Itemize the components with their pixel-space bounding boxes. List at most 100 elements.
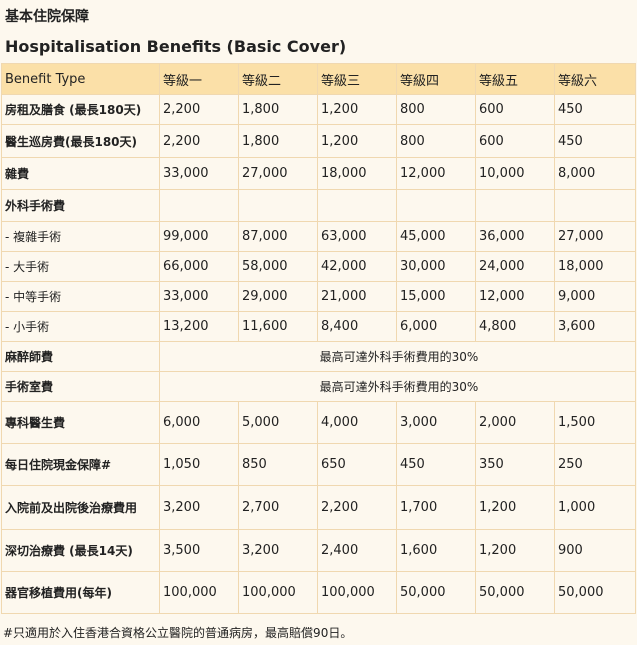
table-cell [159, 189, 239, 222]
table-cell: 800 [396, 124, 476, 158]
table-cell: 33,000 [159, 281, 239, 312]
table-cell: 21,000 [317, 281, 397, 312]
table-cell: 1,050 [159, 443, 239, 486]
table-cell: 3,000 [396, 401, 476, 444]
table-cell: 600 [475, 94, 555, 125]
table-cell: 6,000 [159, 401, 239, 444]
table-cell: 2,200 [317, 485, 397, 530]
table-header-row: Benefit Type 等級一 等級二 等級三 等級四 等級五 等級六 [1, 63, 636, 95]
header-level-5: 等級五 [475, 63, 555, 95]
table-cell: 2,200 [159, 94, 239, 125]
header-level-3: 等級三 [317, 63, 397, 95]
row-label: - 大手術 [1, 251, 160, 282]
row-label: 麻醉師費 [1, 341, 160, 372]
table-cell: 13,200 [159, 311, 239, 342]
table-cell [554, 189, 636, 222]
table-cell: 1,600 [396, 529, 476, 572]
table-cell: 800 [396, 94, 476, 125]
table-cell: 42,000 [317, 251, 397, 282]
table-row: 器官移植費用(每年) 100,000 100,000 100,000 50,000 50,… [1, 571, 636, 614]
row-label: 深切治療費 (最長14天) [1, 529, 160, 572]
table-cell: 99,000 [159, 221, 239, 252]
table-row: - 小手術 13,200 11,600 8,400 6,000 4,800 3,600 [1, 311, 636, 342]
page-title-zh: 基本住院保障 [5, 9, 89, 25]
header-level-2: 等級二 [238, 63, 318, 95]
table-cell: 650 [317, 443, 397, 486]
table-row: 醫生巡房費(最長180天) 2,200 1,800 1,200 800 600 450 [1, 124, 636, 158]
row-label: - 複雜手術 [1, 221, 160, 252]
row-label: 專科醫生費 [1, 401, 160, 444]
table-cell: 1,200 [317, 94, 397, 125]
table-cell: 250 [554, 443, 636, 486]
header-level-1: 等級一 [159, 63, 239, 95]
table-row: 每日住院現金保障# 1,050 850 650 450 350 250 [1, 443, 636, 486]
table-row: 房租及膳食 (最長180天) 2,200 1,800 1,200 800 600 450 [1, 94, 636, 125]
table-row: - 複雜手術 99,000 87,000 63,000 45,000 36,000 27,0… [1, 221, 636, 252]
table-cell: 66,000 [159, 251, 239, 282]
table-cell: 27,000 [554, 221, 636, 252]
table-cell: 1,200 [317, 124, 397, 158]
table-cell: 87,000 [238, 221, 318, 252]
table-cell [317, 189, 397, 222]
benefits-table: Benefit Type 等級一 等級二 等級三 等級四 等級五 等級六 房租及… [1, 63, 636, 614]
table-cell: 24,000 [475, 251, 555, 282]
table-cell: 10,000 [475, 157, 555, 190]
table-row: 深切治療費 (最長14天) 3,500 3,200 2,400 1,600 1,200 90… [1, 529, 636, 572]
table-cell: 36,000 [475, 221, 555, 252]
table-row: 雜費 33,000 27,000 18,000 12,000 10,000 8,000 [1, 157, 636, 190]
row-label: 每日住院現金保障# [1, 443, 160, 486]
table-cell: 30,000 [396, 251, 476, 282]
table-cell: 1,200 [475, 529, 555, 572]
row-label: - 中等手術 [1, 281, 160, 312]
row-label: 雜費 [1, 157, 160, 190]
table-cell [396, 189, 476, 222]
table-cell: 100,000 [317, 571, 397, 614]
table-cell: 1,800 [238, 124, 318, 158]
table-cell: 2,400 [317, 529, 397, 572]
table-cell: 5,000 [238, 401, 318, 444]
table-cell: 2,000 [475, 401, 555, 444]
table-cell: 100,000 [159, 571, 239, 614]
table-cell: 3,500 [159, 529, 239, 572]
header-benefit-type: Benefit Type [1, 63, 160, 95]
table-cell: 600 [475, 124, 555, 158]
table-row: - 大手術 66,000 58,000 42,000 30,000 24,000 18,00… [1, 251, 636, 282]
table-cell: 50,000 [554, 571, 636, 614]
table-cell: 11,600 [238, 311, 318, 342]
merged-cell: 最高可達外科手術費用的30% [159, 371, 636, 402]
table-row: 外科手術費 [1, 189, 636, 222]
table-cell: 1,800 [238, 94, 318, 125]
table-cell: 18,000 [317, 157, 397, 190]
table-row: 入院前及出院後治療費用 3,200 2,700 2,200 1,700 1,200 1,00… [1, 485, 636, 530]
table-row: 專科醫生費 6,000 5,000 4,000 3,000 2,000 1,500 [1, 401, 636, 444]
table-cell: 8,400 [317, 311, 397, 342]
header-level-6: 等級六 [554, 63, 636, 95]
row-label: 醫生巡房費(最長180天) [1, 124, 160, 158]
table-cell: 45,000 [396, 221, 476, 252]
header-level-4: 等級四 [396, 63, 476, 95]
table-cell: 450 [554, 124, 636, 158]
table-cell: 450 [554, 94, 636, 125]
table-cell: 1,500 [554, 401, 636, 444]
table-row: 麻醉師費 最高可達外科手術費用的30% [1, 341, 636, 372]
table-cell: 33,000 [159, 157, 239, 190]
table-cell: 9,000 [554, 281, 636, 312]
table-cell: 50,000 [475, 571, 555, 614]
page-title-en: Hospitalisation Benefits (Basic Cover) [5, 37, 347, 56]
table-row: - 中等手術 33,000 29,000 21,000 15,000 12,000 9,00… [1, 281, 636, 312]
table-cell: 12,000 [475, 281, 555, 312]
table-cell: 3,600 [554, 311, 636, 342]
table-cell [238, 189, 318, 222]
table-cell: 63,000 [317, 221, 397, 252]
table-cell: 3,200 [238, 529, 318, 572]
table-cell: 50,000 [396, 571, 476, 614]
table-cell: 1,700 [396, 485, 476, 530]
table-cell: 58,000 [238, 251, 318, 282]
merged-cell: 最高可達外科手術費用的30% [159, 341, 636, 372]
table-cell: 1,000 [554, 485, 636, 530]
table-cell: 27,000 [238, 157, 318, 190]
footnote: #只適用於入住香港合資格公立醫院的普通病房，最高賠償90日。 [3, 626, 353, 640]
table-cell: 4,000 [317, 401, 397, 444]
table-cell: 15,000 [396, 281, 476, 312]
